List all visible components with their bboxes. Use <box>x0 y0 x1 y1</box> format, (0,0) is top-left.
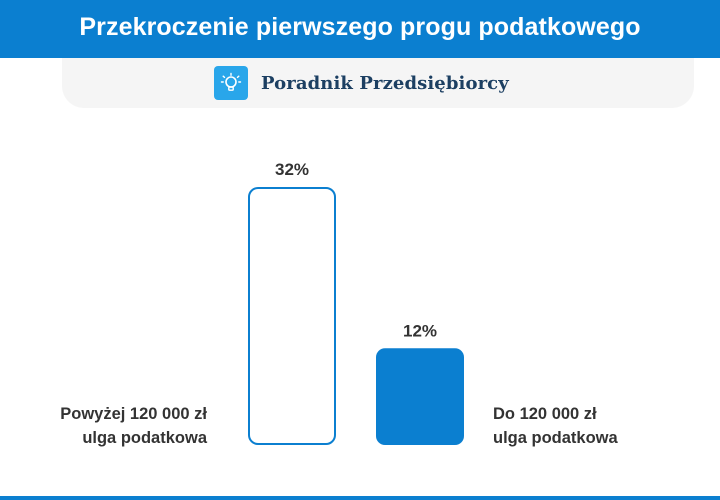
brand-logo: Poradnik Przedsiębiorcy <box>214 66 509 100</box>
category-label-2-line-1: Do 120 000 zł <box>493 405 597 423</box>
lightbulb-icon <box>214 66 248 100</box>
category-label-2-line-2: ulga podatkowa <box>493 429 619 447</box>
page-title: Przekroczenie pierwszego progu podatkowe… <box>79 13 641 41</box>
data-label-2: 12% <box>403 321 437 340</box>
bottom-rule <box>0 496 720 500</box>
category-label-1-line-2: ulga podatkowa <box>82 429 208 447</box>
bar-2 <box>376 348 464 445</box>
header-bar <box>0 0 720 58</box>
brand-name: Poradnik Przedsiębiorcy <box>261 72 509 94</box>
bar-1 <box>248 187 336 445</box>
data-label-1: 32% <box>275 160 309 179</box>
category-label-1-line-1: Powyżej 120 000 zł <box>60 405 207 423</box>
brand-band <box>62 58 694 108</box>
